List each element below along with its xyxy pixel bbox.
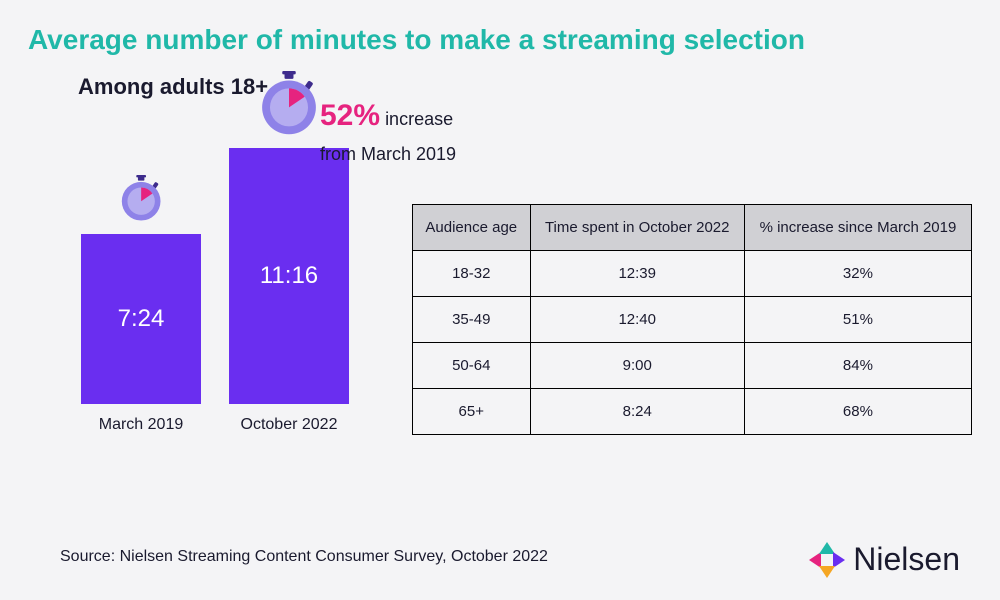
stopwatch-icon [121,175,161,226]
nielsen-logo: Nielsen [809,541,960,578]
nielsen-logo-text: Nielsen [853,541,960,578]
nielsen-logo-mark-icon [809,542,845,578]
subtitle: Among adults 18+ [78,74,972,100]
table-cell: 50-64 [413,343,531,389]
table-cell: 84% [744,343,971,389]
table-row: 18-3212:3932% [413,251,972,297]
age-breakdown-table: Audience ageTime spent in October 2022% … [412,204,972,435]
increase-percent: 52% [320,99,380,132]
bar-label: March 2019 [99,416,184,434]
stopwatch-icon [121,175,161,221]
table-cell: 12:39 [530,251,744,297]
table-cell: 8:24 [530,389,744,435]
stopwatch-icon [261,71,317,140]
bar: 7:24 [81,234,201,404]
table-cell: 51% [744,297,971,343]
bar: 11:16 [229,148,349,404]
table-cell: 12:40 [530,297,744,343]
bar-column: 7:24 March 2019 [81,175,201,434]
table-cell: 35-49 [413,297,531,343]
table-cell: 68% [744,389,971,435]
table-row: 35-4912:4051% [413,297,972,343]
table-header-cell: Audience age [413,205,531,251]
bar-label: October 2022 [241,416,338,434]
increase-line2: from March 2019 [320,140,456,169]
table-cell: 9:00 [530,343,744,389]
increase-callout: 52% increase from March 2019 [320,92,456,169]
table-cell: 65+ [413,389,531,435]
table-row: 50-649:0084% [413,343,972,389]
source-citation: Source: Nielsen Streaming Content Consum… [60,548,548,566]
table-header-cell: Time spent in October 2022 [530,205,744,251]
increase-suffix: increase [385,109,453,129]
table-header-cell: % increase since March 2019 [744,205,971,251]
table-cell: 32% [744,251,971,297]
page-title: Average number of minutes to make a stre… [28,24,972,56]
infographic-root: Average number of minutes to make a stre… [0,0,1000,600]
table-row: 65+8:2468% [413,389,972,435]
table-cell: 18-32 [413,251,531,297]
stopwatch-icon [261,71,317,135]
